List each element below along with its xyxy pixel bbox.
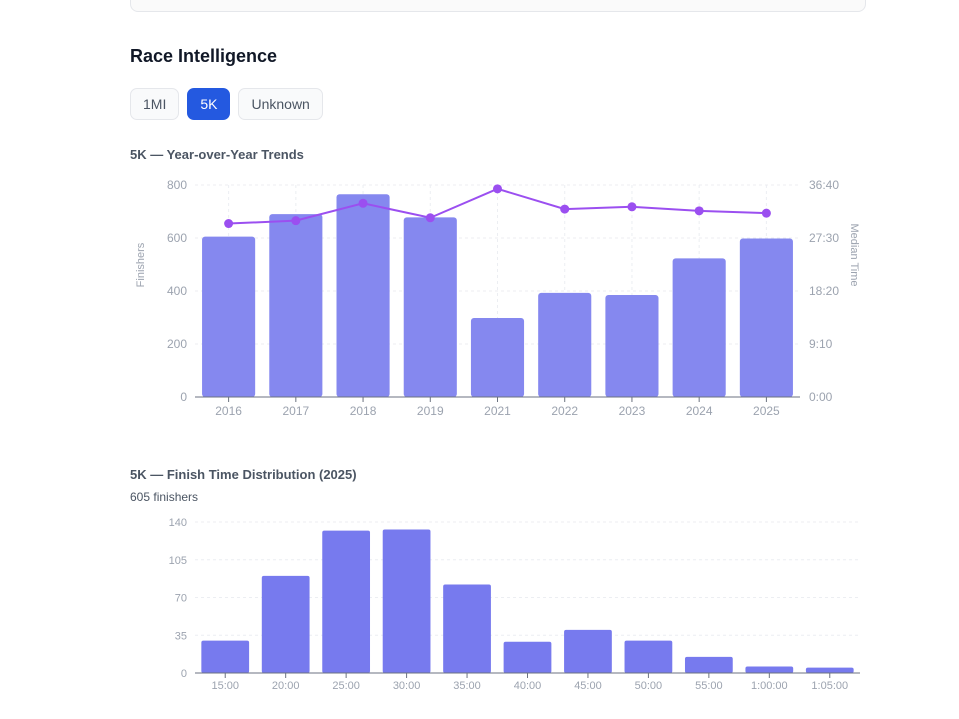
x-tick-label: 2025 — [753, 404, 780, 418]
x-tick-label: 2024 — [686, 404, 713, 418]
trends-chart: 0 200 400 600 800 0:00 9:10 18:20 27:30 36:40 2016… — [135, 178, 860, 418]
x-tick-label: 2023 — [619, 404, 646, 418]
median-time-point — [560, 204, 570, 214]
bar-finishers — [605, 294, 659, 397]
x-tick-label: 2022 — [551, 404, 578, 418]
bar-finishers — [336, 194, 390, 397]
y-tick-label: 0 — [180, 390, 187, 404]
y2-tick-label: 9:10 — [809, 337, 833, 351]
x-tick-label: 50:00 — [635, 680, 663, 692]
y2-tick-label: 36:40 — [809, 178, 839, 192]
y-tick-label: 105 — [169, 555, 187, 567]
bar-finishers — [538, 292, 592, 397]
bar-finishers — [269, 214, 323, 397]
y-tick-label: 200 — [167, 337, 187, 351]
bar-finish-time — [382, 529, 431, 673]
y-axis-label: Finishers — [135, 242, 147, 287]
y-tick-label: 800 — [167, 178, 187, 192]
median-time-point — [627, 202, 637, 212]
previous-card — [130, 0, 866, 12]
median-time-point — [291, 216, 301, 226]
x-tick-label: 45:00 — [574, 680, 602, 692]
y-tick-label: 140 — [169, 517, 187, 529]
bar-finish-time — [261, 575, 310, 673]
x-tick-label: 40:00 — [514, 680, 542, 692]
bar-finishers — [672, 258, 726, 397]
x-tick-label: 2016 — [215, 404, 242, 418]
bar-finishers — [403, 217, 457, 397]
bar-finish-time — [443, 584, 491, 673]
bar-finish-time — [745, 666, 794, 673]
y-tick-label: 70 — [175, 593, 187, 605]
y2-tick-label: 18:20 — [809, 284, 839, 298]
y2-tick-label: 0:00 — [809, 390, 833, 404]
y2-tick-label: 27:30 — [809, 231, 839, 245]
bar-finish-time — [684, 656, 733, 673]
bar-finish-time — [624, 640, 673, 673]
bar-finish-time — [503, 641, 552, 673]
x-tick-label: 2017 — [282, 404, 309, 418]
bar-finishers — [739, 238, 793, 397]
trends-chart-title: 5K — Year-over-Year Trends — [130, 147, 304, 162]
y-tick-label: 0 — [181, 668, 187, 680]
x-tick-label: 2019 — [417, 404, 444, 418]
y-tick-label: 400 — [167, 284, 187, 298]
x-tick-label: 25:00 — [332, 680, 360, 692]
distance-tabs: 1MI 5K Unknown — [130, 88, 323, 120]
tab-1mi[interactable]: 1MI — [130, 88, 180, 120]
median-time-point — [694, 206, 704, 216]
distribution-chart-subtitle: 605 finishers — [130, 490, 199, 504]
median-time-point — [761, 208, 771, 218]
median-time-point — [493, 184, 502, 194]
x-tick-label: 30:00 — [393, 680, 421, 692]
x-tick-label: 20:00 — [272, 680, 300, 692]
tab-5k[interactable]: 5K — [187, 88, 231, 120]
median-time-point — [224, 219, 234, 229]
x-tick-label: 2021 — [484, 404, 511, 418]
x-tick-label: 15:00 — [211, 680, 239, 692]
x-tick-label: 2018 — [350, 404, 377, 418]
x-tick-label: 1:00:00 — [751, 680, 788, 692]
x-tick-label: 55:00 — [695, 680, 723, 692]
bar-finish-time — [322, 530, 371, 673]
y-tick-label: 35 — [175, 630, 187, 642]
section-title: Race Intelligence — [130, 46, 278, 66]
y-tick-label: 600 — [167, 231, 187, 245]
y2-axis-label: Median Time — [848, 224, 860, 287]
bar-finish-time — [564, 629, 612, 673]
bar-finish-time — [201, 640, 250, 673]
tab-unknown[interactable]: Unknown — [238, 88, 323, 120]
median-time-point — [425, 213, 435, 223]
x-tick-label: 35:00 — [453, 680, 481, 692]
median-time-point — [358, 198, 368, 208]
x-tick-label: 1:05:00 — [811, 680, 848, 692]
bar-finishers — [202, 236, 256, 397]
bar-finishers — [470, 318, 525, 397]
distribution-chart-title: 5K — Finish Time Distribution (2025) — [130, 467, 357, 482]
bar-finish-time — [805, 667, 854, 673]
